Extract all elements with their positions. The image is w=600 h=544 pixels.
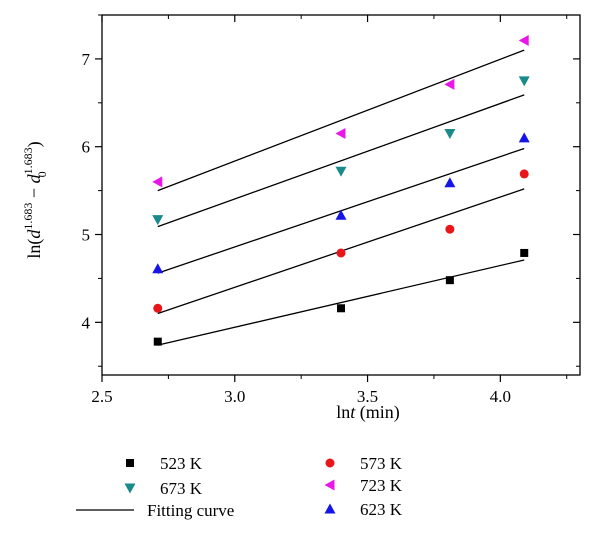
x-tick-label: 2.5 [91,387,112,406]
point-673k [152,215,164,226]
point-723k [335,128,346,140]
legend-marker-673k [124,483,136,494]
point-673k [518,76,530,87]
point-523k [520,248,529,257]
legend: 523 K 673 K 573 K 723 K 623 K Fitting curve [76,454,403,520]
fit-line-523k [157,259,525,346]
y-tick-label: 5 [82,226,91,245]
legend-marker-723k [324,479,335,491]
point-573k [153,303,163,313]
point-673k [335,166,347,177]
y-tick-label: 6 [82,138,91,157]
legend-label-723k: 723 K [360,476,403,495]
y-axis-ticks: 4 5 6 7 [82,14,580,367]
legend-label-623k: 623 K [360,500,403,519]
legend-label-573k: 573 K [360,454,403,473]
point-623k [335,209,347,220]
x-tick-label: 3.5 [357,387,378,406]
point-523k [445,276,454,285]
y-axis-title: ln(d1.683 − d1.6830) [21,141,49,258]
point-723k [444,78,455,90]
x-axis-ticks: 2.5 3.0 3.5 4.0 [91,15,568,406]
legend-label-523k: 523 K [160,454,203,473]
x-tick-label: 3.0 [224,387,245,406]
legend-label-673k: 673 K [160,479,203,498]
x-axis-title: lnt (min) [336,402,400,423]
plot-border [101,14,581,376]
point-623k [518,132,530,143]
legend-marker-573k [325,458,335,468]
y-tick-label: 7 [82,50,91,69]
point-723k [152,176,163,188]
point-623k [152,263,164,274]
data-points [152,34,530,346]
legend-marker-623k [324,503,336,514]
fit-line-723k [157,49,525,192]
point-623k [444,177,456,188]
point-573k [336,248,346,258]
point-723k [518,34,529,46]
point-523k [337,304,345,313]
point-573k [445,224,455,234]
y-tick-label: 4 [82,313,91,332]
plot-frame [101,14,581,376]
fit-line-673k [157,94,525,228]
point-573k [519,169,529,179]
legend-marker-523k [126,459,134,467]
legend-label-fitting-curve: Fitting curve [147,501,234,520]
point-523k [153,337,162,346]
fitting-curves [157,49,525,346]
point-673k [444,129,456,140]
x-tick-label: 4.0 [490,387,511,406]
